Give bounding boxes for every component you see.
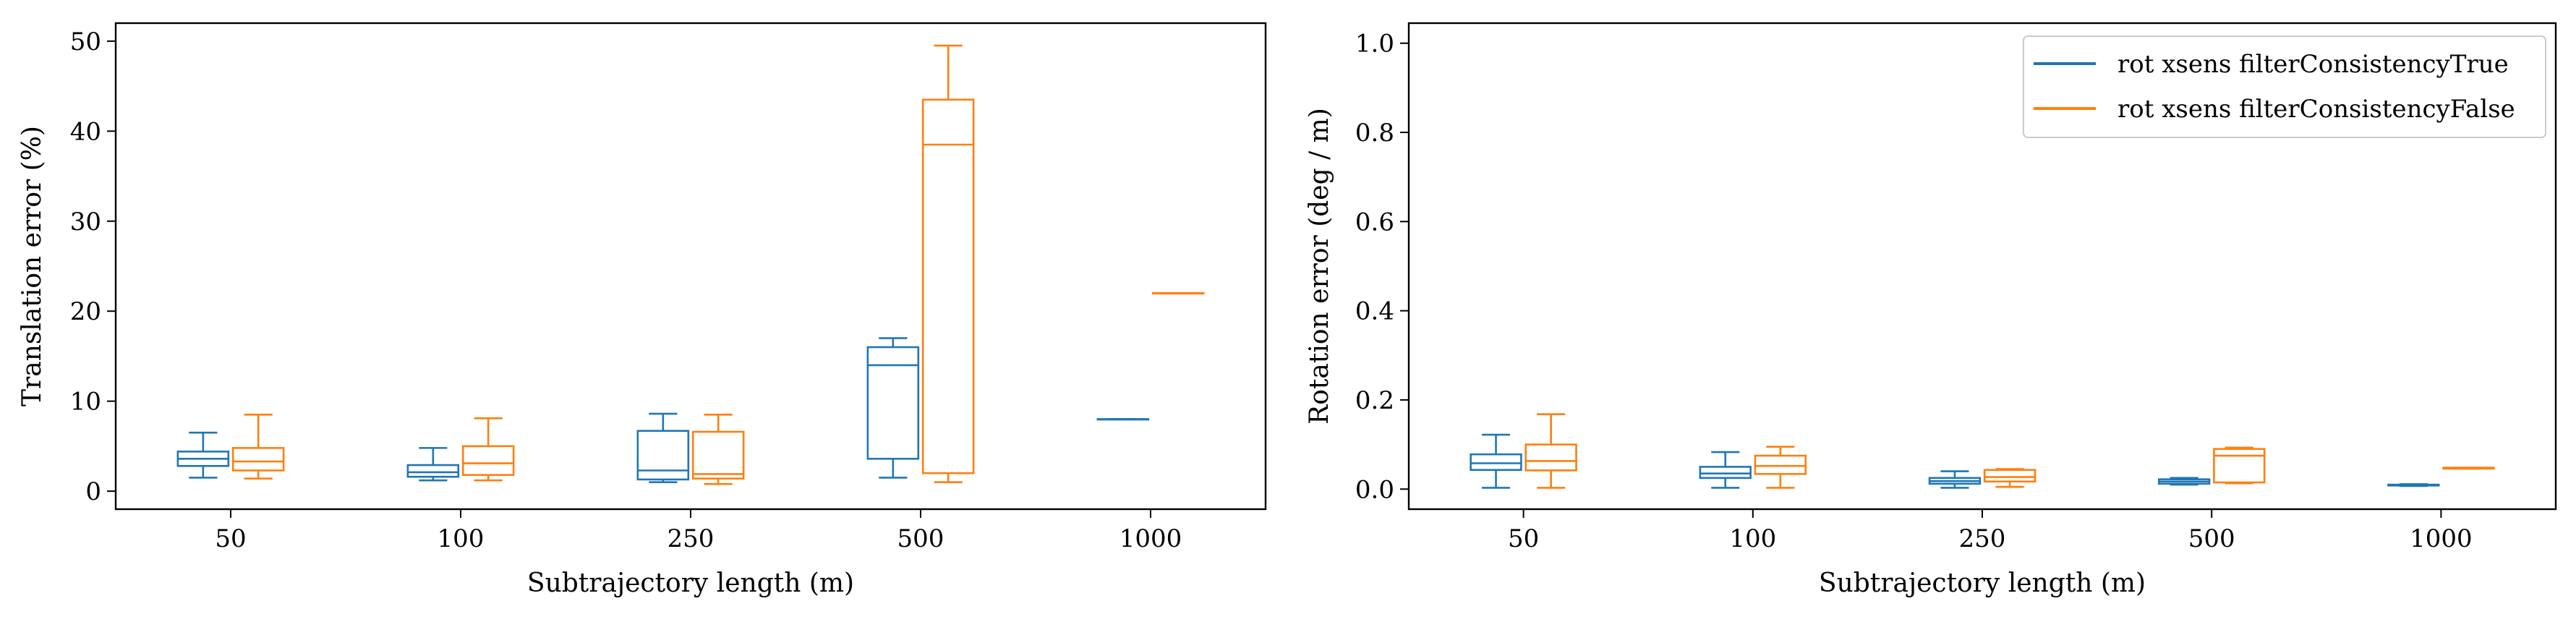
x-tick-label: 500	[2188, 524, 2235, 553]
y-axis-label-rotation: Rotation error (deg / m)	[1305, 108, 1334, 425]
box-translation-true-250	[636, 412, 690, 483]
box-body	[1470, 453, 1522, 472]
boxes-rotation	[1470, 413, 2495, 489]
chart-panel-rotation: 0.0 0.2 0.4 0.6 0.8 1.0 50 100 250 500 1000 Subtr…	[1305, 22, 2557, 598]
y-tick-label: 10	[70, 388, 101, 417]
box-translation-true-100	[406, 447, 460, 482]
box-body	[691, 430, 745, 480]
x-tick-label: 50	[1508, 524, 1539, 553]
x-tick-label: 1000	[2410, 524, 2473, 553]
x-tick-label: 1000	[1119, 524, 1182, 553]
box-rotation-true-100	[1699, 451, 1752, 489]
box-translation-false-50	[231, 414, 285, 480]
boxes-translation	[176, 44, 1205, 485]
box-body	[1754, 454, 1807, 475]
box-rotation-true-500	[2157, 477, 2211, 486]
box-rotation-false-500	[2213, 446, 2266, 485]
x-tick-label: 100	[438, 524, 485, 553]
y-tick-label: 40	[70, 117, 101, 146]
x-tick-label: 50	[215, 524, 246, 553]
y-tick-label: 0.6	[1355, 208, 1394, 237]
x-axis-label-rotation: Subtrajectory length (m)	[1819, 568, 2146, 598]
legend-label-true: rot xsens filterConsistencyTrue	[2117, 50, 2509, 79]
box-translation-true-500	[866, 337, 920, 479]
box-body	[921, 98, 975, 474]
y-tick-label: 0.0	[1355, 475, 1394, 504]
y-ticks-rotation: 0.0 0.2 0.4 0.6 0.8 1.0	[1355, 30, 1409, 504]
box-translation-true-1000	[1096, 418, 1150, 421]
box-translation-false-500	[921, 44, 975, 483]
box-body	[636, 430, 690, 481]
box-body	[1699, 466, 1752, 480]
y-tick-label: 0.8	[1355, 119, 1394, 148]
box-translation-false-250	[691, 414, 745, 485]
plot-area-translation	[114, 22, 1267, 511]
box-rotation-true-250	[1928, 470, 1982, 489]
box-body	[406, 464, 460, 478]
y-tick-label: 20	[70, 297, 101, 326]
x-tick-label: 250	[668, 524, 715, 553]
legend-label-false: rot xsens filterConsistencyFalse	[2117, 95, 2515, 124]
box-body	[1983, 469, 2037, 483]
x-axis-label-translation: Subtrajectory length (m)	[527, 568, 854, 598]
box-body	[866, 346, 920, 460]
y-tick-label: 0.2	[1355, 386, 1394, 415]
box-rotation-false-50	[1524, 413, 1577, 489]
x-tick-label: 100	[1729, 524, 1776, 553]
box-rotation-false-100	[1754, 446, 1807, 489]
x-ticks-translation: 50 100 250 500 1000	[215, 509, 1182, 553]
y-axis-label-translation: Translation error (%)	[17, 126, 47, 406]
box-translation-true-50	[176, 431, 230, 479]
y-tick-label: 0	[85, 477, 101, 506]
box-body	[2213, 448, 2266, 484]
x-tick-label: 250	[1959, 524, 2006, 553]
chart-panel-translation: 0 10 20 30 40 50 50 100 250 500 1000 Subtrajector…	[17, 22, 1267, 598]
y-tick-label: 1.0	[1355, 30, 1394, 59]
box-rotation-true-50	[1470, 433, 1522, 489]
box-body	[461, 445, 515, 477]
box-translation-false-1000	[1151, 292, 1205, 295]
x-ticks-rotation: 50 100 250 500 1000	[1508, 509, 2473, 553]
y-ticks-translation: 0 10 20 30 40 50	[70, 27, 116, 506]
y-tick-label: 0.4	[1355, 297, 1394, 326]
x-tick-label: 500	[897, 524, 944, 553]
y-tick-label: 30	[70, 208, 101, 237]
box-translation-false-100	[461, 417, 515, 482]
box-rotation-false-1000	[2442, 466, 2495, 470]
box-body	[1524, 443, 1577, 472]
box-rotation-true-1000	[2387, 483, 2440, 487]
legend-frame	[2023, 35, 2546, 138]
legend: rot xsens filterConsistencyTrue rot xsen…	[2023, 35, 2546, 138]
y-tick-label: 50	[70, 27, 101, 56]
box-body	[231, 447, 285, 472]
box-rotation-false-250	[1983, 468, 2037, 488]
